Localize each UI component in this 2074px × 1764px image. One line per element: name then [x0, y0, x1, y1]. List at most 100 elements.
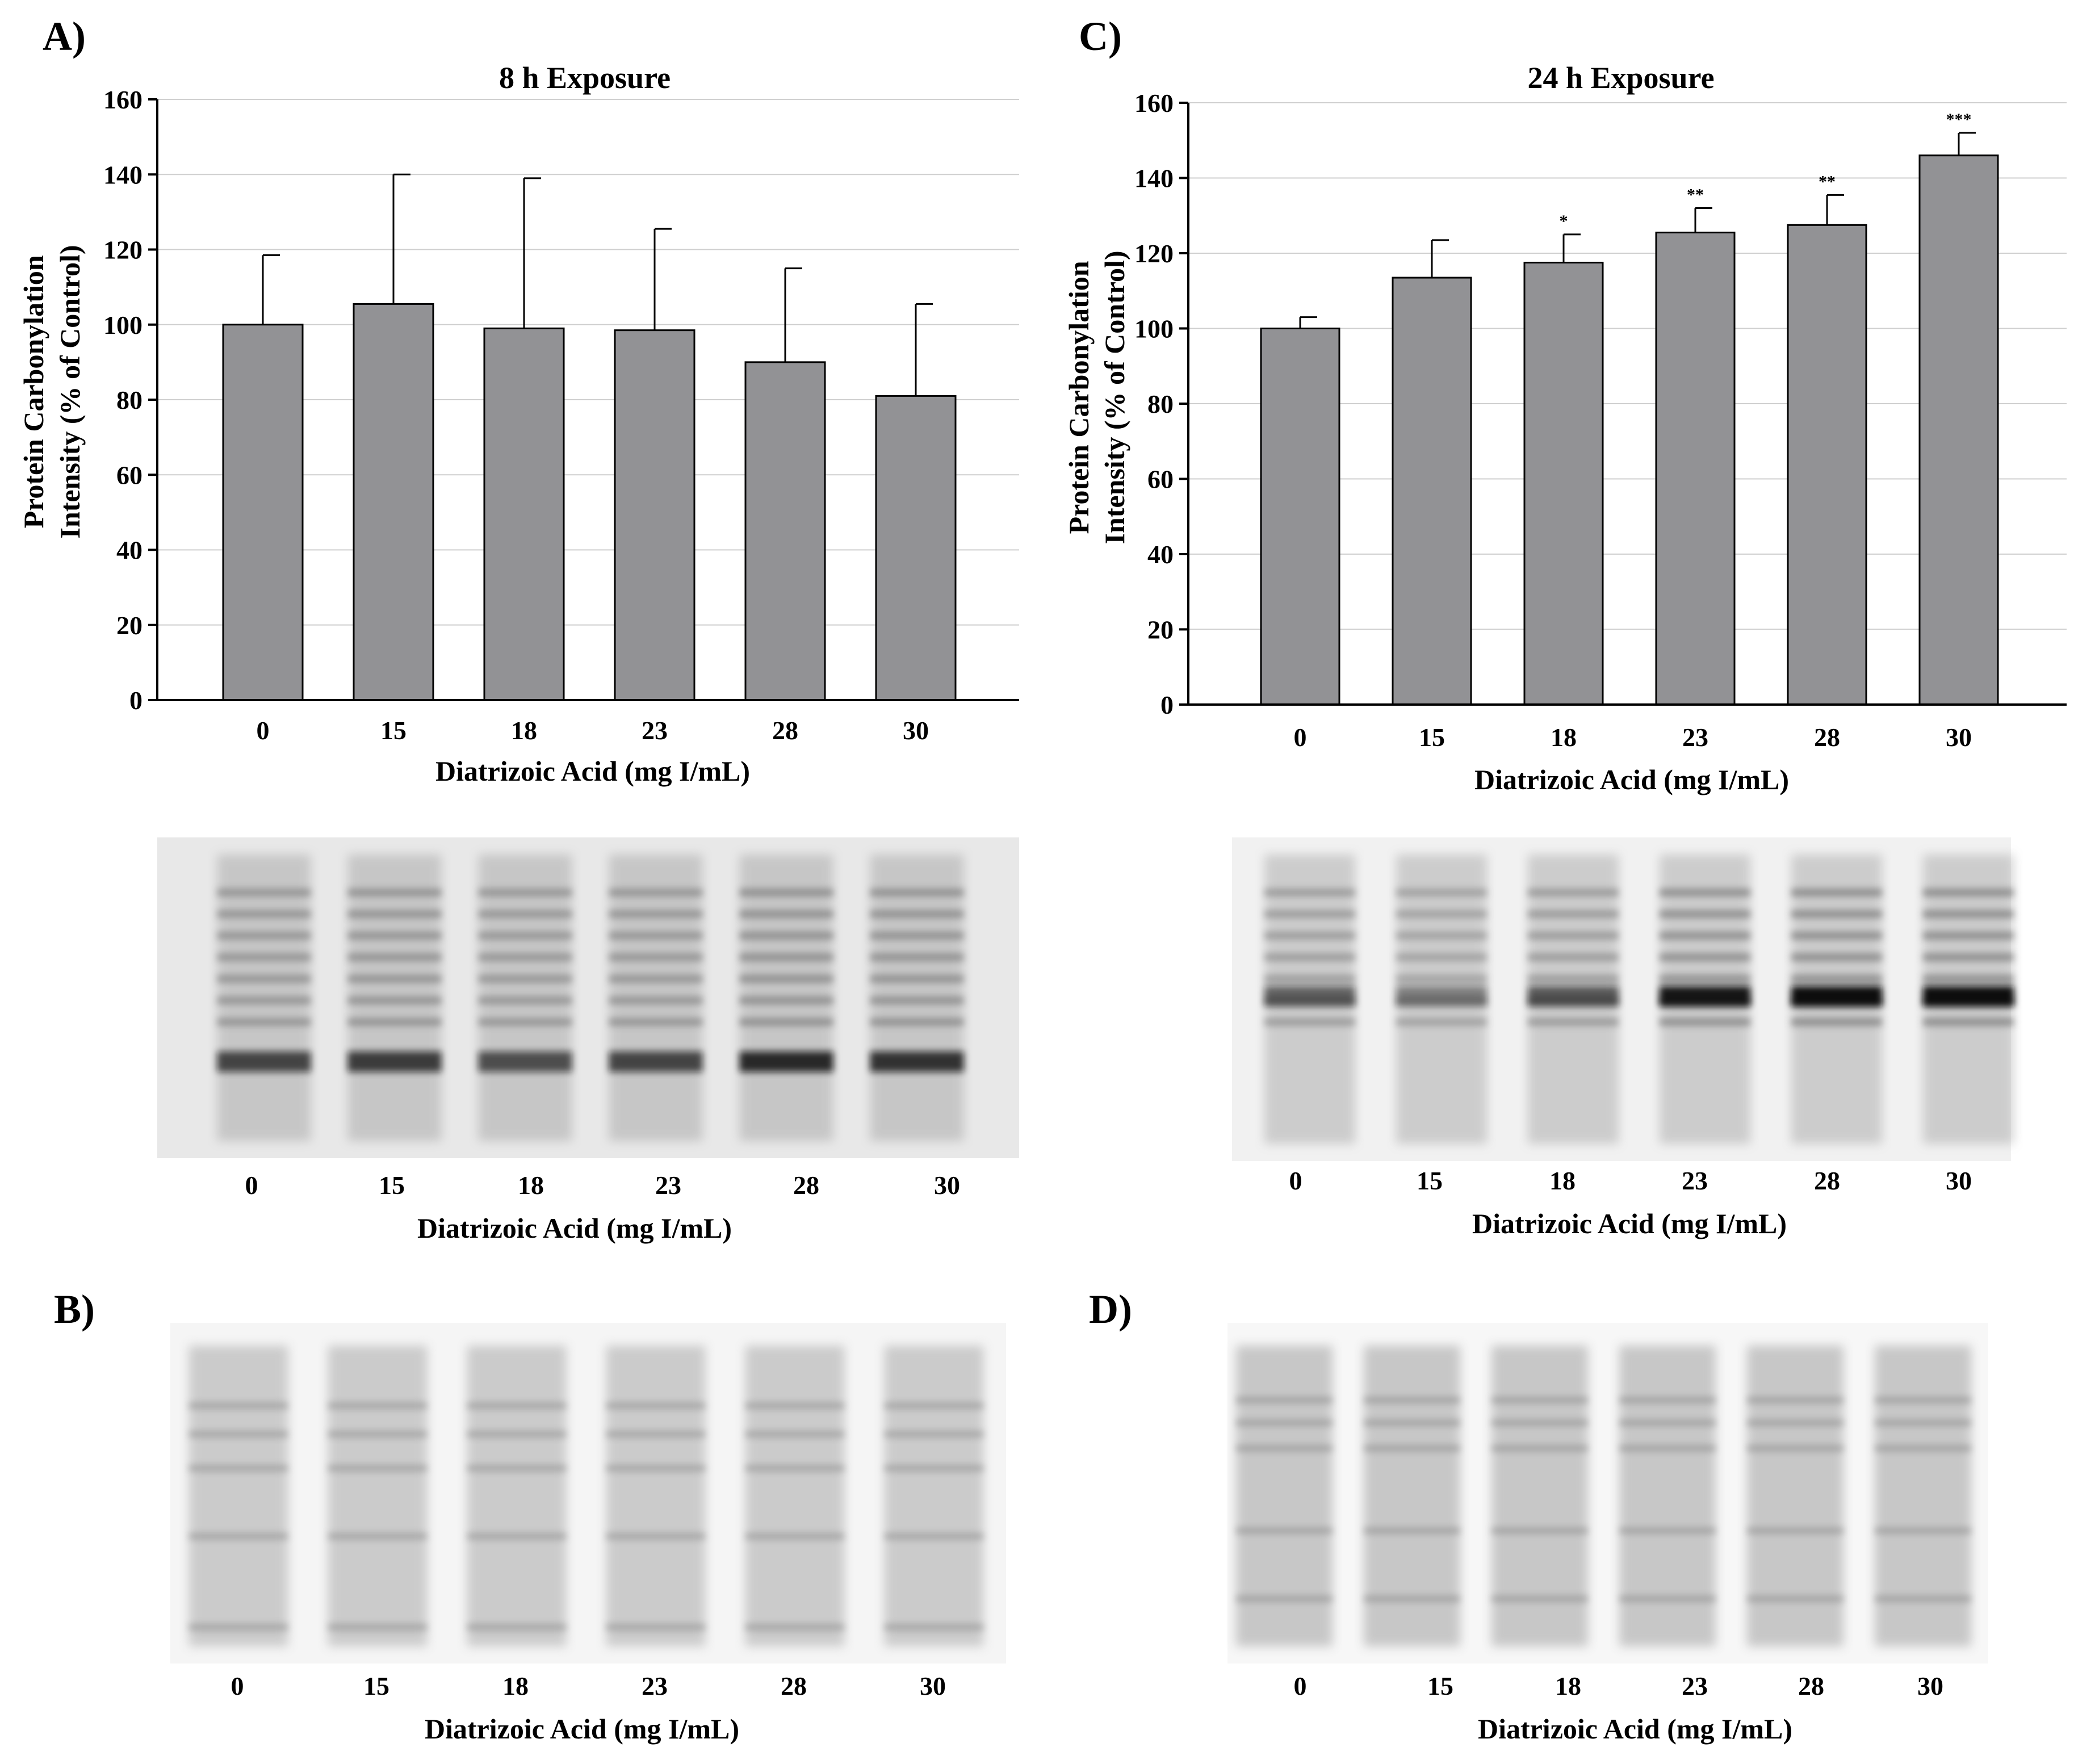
- minor-band: [609, 932, 703, 940]
- blot-lane-18: [478, 854, 572, 1141]
- panel-label-d: D): [1089, 1287, 1132, 1332]
- minor-band: [1396, 953, 1487, 961]
- stain-band: [1364, 1397, 1460, 1403]
- stain-lane-15: [328, 1346, 428, 1646]
- bar-30: [875, 395, 957, 701]
- bar-28: [744, 361, 826, 701]
- blot-lane-28: [739, 854, 833, 1141]
- blot-x-axis-label: Diatrizoic Acid (mg I/mL): [1472, 1208, 1787, 1239]
- stain-band: [1747, 1419, 1843, 1426]
- x-tick-label: 15: [380, 716, 407, 745]
- stain-band: [328, 1431, 428, 1438]
- y-tick-label: 0: [1160, 690, 1174, 719]
- minor-band: [870, 910, 964, 918]
- stain-lane-15: [1364, 1346, 1460, 1646]
- main-band: [1264, 986, 1355, 1007]
- minor-band: [217, 889, 311, 896]
- y-axis-label-line1: Protein Carbonylation: [18, 255, 49, 528]
- minor-band: [870, 975, 964, 983]
- blot-lane-28: [1791, 854, 1882, 1144]
- stain-band: [1619, 1527, 1716, 1534]
- minor-band: [739, 932, 833, 940]
- stain-band: [1875, 1419, 1971, 1426]
- main-band: [478, 1051, 572, 1072]
- stain-band: [188, 1465, 288, 1472]
- panel-label-a: A): [43, 14, 86, 59]
- stain-band: [606, 1624, 706, 1631]
- stain-background: [170, 1323, 1006, 1664]
- western-blot-8h: 0 15 18 23 28 30 Diatrizoic Acid (mg I/mL): [157, 837, 1019, 1244]
- stain-band: [1364, 1595, 1460, 1602]
- main-band: [1528, 986, 1619, 1007]
- minor-band: [609, 996, 703, 1004]
- stain-band: [1236, 1595, 1333, 1602]
- stain-band: [188, 1402, 288, 1409]
- main-band: [1791, 986, 1882, 1007]
- panel-label-c: C): [1079, 14, 1122, 59]
- minor-band: [217, 996, 311, 1004]
- stain-band: [1619, 1397, 1716, 1403]
- lane-label: 0: [1289, 1166, 1302, 1195]
- stain-band: [328, 1465, 428, 1472]
- x-tick-label: 23: [642, 716, 668, 745]
- lane-label: 30: [920, 1671, 946, 1700]
- minor-band: [739, 1018, 833, 1026]
- y-axis-label-line2: Intensity (% of Control): [54, 245, 86, 538]
- stain-band: [328, 1402, 428, 1409]
- main-band: [609, 1051, 703, 1072]
- significance-marker: ***: [1946, 110, 1972, 129]
- x-tick-label: 28: [772, 716, 798, 745]
- minor-band: [1791, 932, 1882, 940]
- minor-band: [217, 1018, 311, 1026]
- minor-band: [739, 953, 833, 961]
- stain-band: [884, 1465, 984, 1472]
- minor-band: [478, 996, 572, 1004]
- minor-band: [1660, 1018, 1750, 1026]
- blot-x-axis-label: Diatrizoic Acid (mg I/mL): [417, 1212, 732, 1244]
- loading-stain-24h: 0 15 18 23 28 30 Diatrizoic Acid (mg I/mL): [1227, 1323, 1988, 1745]
- stain-band: [1364, 1527, 1460, 1534]
- stain-lane-18: [467, 1346, 567, 1646]
- stain-band: [1875, 1595, 1971, 1602]
- bar-0: [222, 324, 304, 701]
- stain-band: [1747, 1397, 1843, 1403]
- minor-band: [478, 975, 572, 983]
- stain-band: [884, 1402, 984, 1409]
- y-tick-label: 40: [116, 536, 143, 565]
- minor-band: [478, 953, 572, 961]
- lane-label: 28: [1798, 1671, 1824, 1700]
- minor-band: [1264, 1018, 1355, 1026]
- x-tick-label: 23: [1682, 723, 1708, 752]
- stain-band: [1364, 1419, 1460, 1426]
- y-tick-label: 120: [103, 236, 143, 265]
- minor-band: [1660, 889, 1750, 896]
- main-band: [217, 1051, 311, 1072]
- y-tick-label: 20: [1147, 615, 1174, 644]
- minor-band: [1528, 889, 1619, 896]
- main-band: [347, 1051, 442, 1072]
- lane-label: 15: [363, 1671, 389, 1700]
- stain-band: [1875, 1527, 1971, 1534]
- lane-label: 0: [1294, 1671, 1307, 1700]
- stain-lane-0: [188, 1346, 288, 1646]
- lane-label: 18: [1549, 1166, 1576, 1195]
- stain-band: [1236, 1445, 1333, 1452]
- minor-band: [1660, 910, 1750, 918]
- stain-band: [188, 1431, 288, 1438]
- stain-lane-28: [745, 1346, 845, 1646]
- y-tick-label: 20: [116, 611, 143, 640]
- stain-lane-23: [606, 1346, 706, 1646]
- minor-band: [1528, 953, 1619, 961]
- minor-band: [1791, 975, 1882, 983]
- minor-band: [1264, 889, 1355, 896]
- bar-15: [1392, 276, 1472, 706]
- lane-smear: [745, 1346, 845, 1646]
- significance-marker: **: [1687, 186, 1704, 204]
- minor-band: [1791, 910, 1882, 918]
- stain-band: [1236, 1527, 1333, 1534]
- stain-band: [1619, 1419, 1716, 1426]
- lane-label: 18: [518, 1171, 544, 1200]
- minor-band: [739, 910, 833, 918]
- y-tick-label: 80: [1147, 389, 1174, 418]
- stain-band: [1875, 1397, 1971, 1403]
